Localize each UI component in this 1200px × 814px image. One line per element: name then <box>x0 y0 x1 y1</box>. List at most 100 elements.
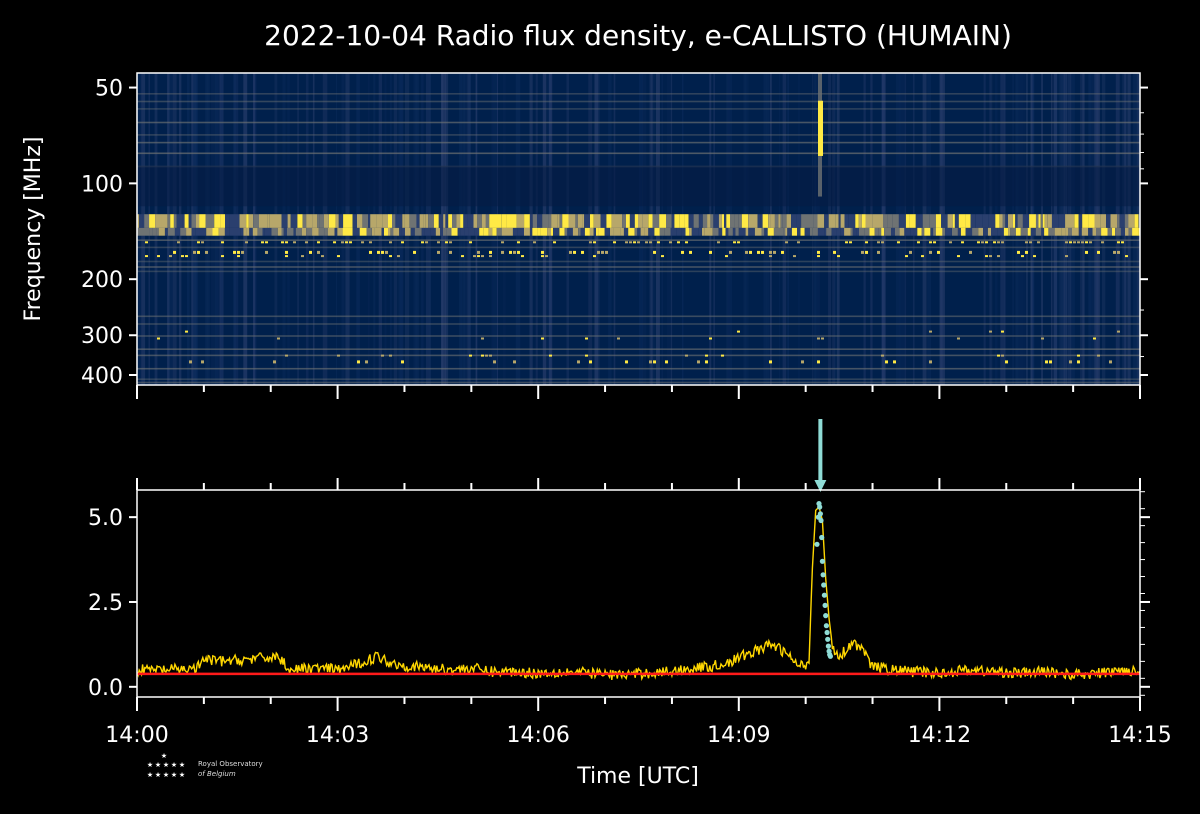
spectrogram-rfi-block <box>637 227 641 236</box>
spectrogram-rfi-block <box>281 214 288 228</box>
spectrogram-rfi-block <box>259 214 266 228</box>
spectrogram-rfi-dash <box>221 255 224 258</box>
spectrogram-rfi-block <box>840 227 845 236</box>
spectrogram-rfi-block <box>728 227 733 236</box>
spectrogram-rfi-dash <box>709 250 712 254</box>
spectrogram-rfi-block <box>359 227 367 236</box>
spectrogram-rfi-block <box>800 227 805 236</box>
spectrogram-rfi-block <box>872 214 877 228</box>
spectrogram-rfi-block <box>642 214 649 228</box>
spectrogram-rfi-dash <box>449 241 452 244</box>
spectrogram-rfi-dash <box>885 360 888 364</box>
spectrogram-rfi-block <box>613 227 621 236</box>
spectrogram-rfi-block <box>767 227 774 236</box>
spectrogram-rfi-dash <box>233 250 236 254</box>
spectrogram-line <box>137 367 1140 370</box>
spectrogram-rfi-block <box>824 214 829 228</box>
spectrogram-rfi-block <box>414 227 420 236</box>
spectrogram-rfi-dash <box>421 241 424 244</box>
spectrogram-rfi-dash <box>265 250 268 254</box>
burst-marker <box>824 629 830 636</box>
spectrogram-rfi-dash <box>997 354 1000 357</box>
spectrogram-rfi-block <box>629 214 635 228</box>
spectrogram-rfi-block <box>376 214 383 228</box>
spectrogram-line <box>137 335 1140 337</box>
spectrogram-rfi-block <box>623 227 629 236</box>
spectrogram-rfi-block <box>878 227 882 236</box>
spectrogram-rfi-block <box>343 214 348 228</box>
spectrogram-rfi-block <box>352 227 360 236</box>
burst-marker <box>821 592 828 598</box>
spectrogram-rfi-block <box>698 214 703 228</box>
spectrogram-rfi-block <box>460 214 464 228</box>
spectrogram-rfi-block <box>212 227 219 236</box>
spectrogram-rfi-block <box>440 227 443 236</box>
spectrogram-rfi-block <box>513 214 517 228</box>
spectrogram-rfi-dash <box>477 250 480 254</box>
spectrogram-rfi-block <box>861 214 866 228</box>
x-tick-label: 14:00 <box>105 723 168 748</box>
spectrogram-rfi-dash <box>1025 241 1028 244</box>
spectrogram-rfi-dash <box>1117 330 1120 333</box>
spectrogram-rfi-block <box>349 227 353 236</box>
spectrogram-rfi-block <box>393 227 400 236</box>
spectrogram-rfi-dash <box>1049 360 1052 364</box>
spectrogram-rfi-block <box>887 214 893 228</box>
spectrogram-rfi-dash <box>205 250 208 254</box>
spectrogram-rfi-dash <box>645 241 648 244</box>
spectrogram-rfi-dash <box>265 241 268 244</box>
spectrogram-rfi-dash <box>469 241 472 244</box>
spectrogram-rfi-block <box>451 227 458 236</box>
spectrogram-rfi-block <box>604 227 610 236</box>
spectrogram-rfi-block <box>797 227 801 236</box>
spectrogram-rfi-block <box>368 214 371 228</box>
logo-star-icon: ★ <box>179 771 185 779</box>
spectrogram-rfi-block <box>529 214 533 228</box>
spectrogram-rfi-dash <box>657 241 660 244</box>
spectrogram-rfi-block <box>844 227 851 236</box>
spectrogram-rfi-block <box>865 214 872 228</box>
spectrogram-rfi-block <box>691 227 699 236</box>
spectrogram-rfi-block <box>252 227 258 236</box>
spectrogram-rfi-dash <box>933 241 936 244</box>
spectrogram-rfi-dash <box>1085 241 1088 244</box>
spectrogram-rfi-block <box>568 214 576 228</box>
spectrogram-rfi-block <box>1078 214 1083 228</box>
spectrogram-rfi-block <box>929 214 936 228</box>
spectrogram-rfi-dash <box>157 255 160 258</box>
spectrogram-rfi-dash <box>989 330 992 333</box>
spectrogram-rfi-block <box>553 227 560 236</box>
spectrogram-rfi-block <box>196 214 199 228</box>
spectrogram-rfi-dash <box>997 255 1000 258</box>
spectrogram-rfi-block <box>477 214 482 228</box>
burst-marker <box>817 504 823 510</box>
spectrogram-rfi-block <box>155 214 162 228</box>
spectrogram-rfi-dash <box>653 250 656 254</box>
spectrogram-rfi-block <box>684 214 689 228</box>
spectrogram-rfi-block <box>338 214 344 228</box>
spectrogram-rfi-dash <box>517 250 520 254</box>
spectrogram-rfi-block <box>269 214 276 228</box>
burst-marker <box>822 602 828 609</box>
burst-marker <box>823 613 829 619</box>
spectrogram-rfi-block <box>206 227 213 236</box>
spectrogram-rfi-dash <box>293 241 296 244</box>
spectrogram-rfi-block <box>199 227 207 236</box>
spectrogram-rfi-dash <box>401 241 404 244</box>
spectrogram-rfi-dash <box>197 241 200 244</box>
spectrogram-rfi-block <box>804 227 810 236</box>
spectrogram-rfi-block <box>1029 214 1036 228</box>
spectrogram-frame <box>136 72 1141 386</box>
y-tick-label: 400 <box>81 364 123 389</box>
spectrogram-rfi-dash <box>521 255 524 258</box>
spectrogram-rfi-block <box>1088 227 1093 236</box>
burst-marker <box>818 517 824 524</box>
spectrogram-rfi-block <box>774 214 779 228</box>
spectrogram-rfi-block <box>941 214 948 228</box>
spectrogram-line <box>137 354 1140 357</box>
spectrogram-rfi-dash <box>1021 255 1024 258</box>
spectrogram-rfi-dash <box>1033 255 1036 258</box>
spectrogram-rfi-dash <box>485 354 488 357</box>
spectrogram-rfi-block <box>1100 214 1107 228</box>
spectrogram-rfi-block <box>371 227 375 236</box>
